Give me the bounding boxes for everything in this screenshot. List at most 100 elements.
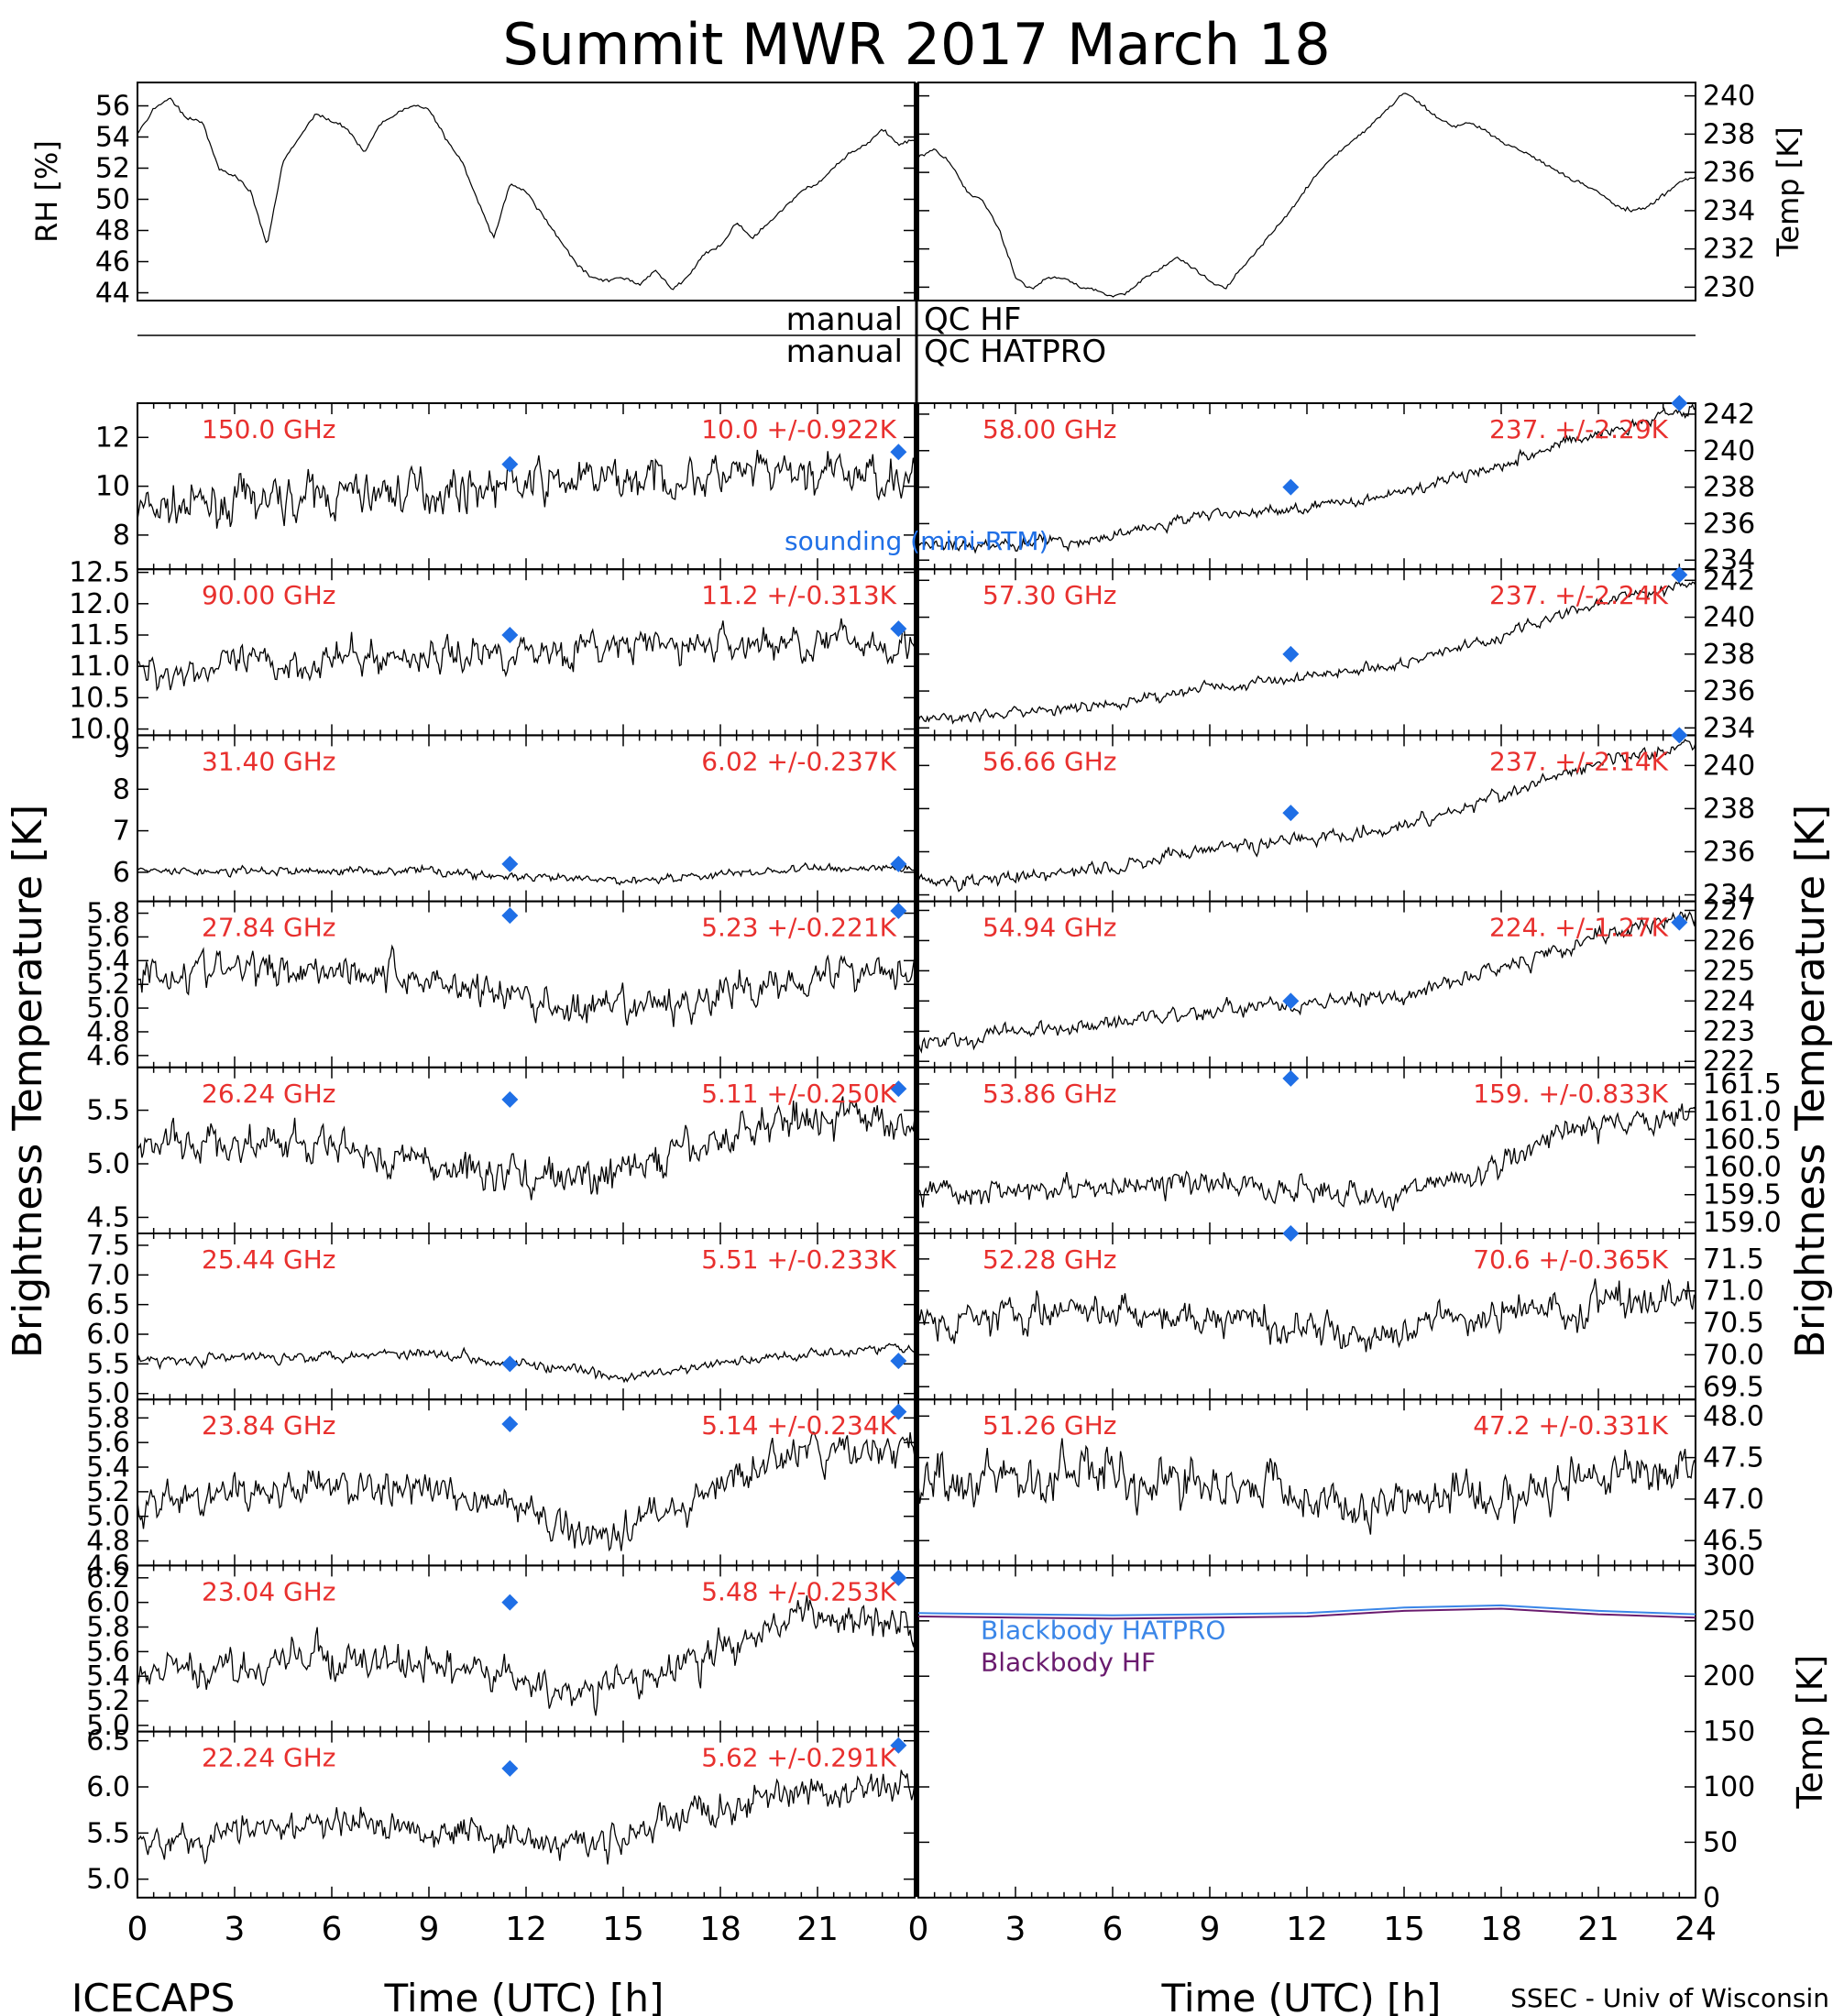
y-tick-label: 47.0 <box>1703 1484 1764 1516</box>
blackbody-hf-line <box>917 1607 1696 1620</box>
channel-right-3-sounding-point <box>1671 727 1688 744</box>
y-tick-label: 5.2 <box>86 969 130 1001</box>
channel-stat-label: 5.62 +/-0.291K <box>701 1743 896 1773</box>
y-tick-label: 250 <box>1703 1605 1755 1638</box>
x-tick-label-left: 15 <box>602 1911 644 1948</box>
qc-left-label-1: manual <box>786 301 903 338</box>
channel-left-8-sounding-point <box>501 1594 519 1611</box>
channel-stat-label: 5.51 +/-0.233K <box>701 1244 896 1275</box>
x-tick-label-right: 9 <box>1200 1911 1221 1948</box>
y-tick-label: 160.5 <box>1703 1123 1782 1156</box>
y-tick-label: 10.5 <box>69 682 130 714</box>
channel-panel-left-7: 4.64.85.05.25.45.65.8 23.84 GHz 5.14 +/-0.… <box>86 1398 916 1582</box>
channel-right-3-sounding-point <box>1282 805 1300 822</box>
channel-left-2-trace <box>137 618 916 692</box>
y-tick-label: 160.0 <box>1703 1152 1782 1184</box>
y-tick-label: 223 <box>1703 1015 1755 1047</box>
blackbody-legend-hf: Blackbody HF <box>981 1647 1156 1677</box>
y-tick-label: 6 <box>113 857 130 889</box>
y-tick-label: 6.2 <box>86 1562 130 1594</box>
y-tick-label: 11.5 <box>69 619 130 652</box>
y-tick-label: 69.5 <box>1703 1371 1764 1403</box>
y-tick-label: 70.0 <box>1703 1339 1764 1371</box>
channel-panel-left-2: 10.010.511.011.512.012.5 90.00 GHz 11.2 +/… <box>69 557 916 746</box>
y-tick-label: 6.0 <box>86 1771 130 1803</box>
y-tick-label: 240 <box>1703 435 1755 467</box>
channel-freq-label: 150.0 GHz <box>202 414 336 444</box>
y-tick-label: 5.4 <box>86 1660 130 1693</box>
temp-panel-ylabel: Temp [K] <box>1771 126 1806 257</box>
channel-panel-right-7: 46.5 47.0 47.5 48.0 51.26 GHz 47.2 +/-0.331K <box>917 1398 1764 1567</box>
channel-left-9-sounding-point <box>890 1737 907 1754</box>
channel-left-3-sounding-point <box>501 855 519 872</box>
channel-freq-label: 25.44 GHz <box>202 1244 336 1275</box>
channel-left-9-trace <box>137 1769 916 1865</box>
channel-right-4-trace <box>917 911 1696 1054</box>
channel-left-5-sounding-point <box>501 1090 519 1108</box>
channel-left-4-sounding-point <box>890 902 907 919</box>
y-tick-label: 5.0 <box>86 1378 130 1410</box>
x-axis: 0 0 3 3 6 6 9 9 12 12 15 15 18 18 21 21 24 <box>127 1911 1717 1948</box>
channel-left-3-sounding-point <box>890 855 907 872</box>
y-tick-label: 5.0 <box>86 1864 130 1896</box>
channel-panel-left-8: 5.05.25.45.65.86.06.2 23.04 GHz 5.48 +/-0.… <box>86 1562 916 1742</box>
channel-freq-label: 52.28 GHz <box>982 1244 1117 1275</box>
x-tick-label-right: 6 <box>1103 1911 1124 1948</box>
y-tick-label: 4.6 <box>86 1040 130 1072</box>
y-tick-label: 5.5 <box>86 1348 130 1380</box>
x-tick-label-left: 0 <box>127 1911 148 1948</box>
y-tick-label: 5.4 <box>86 945 130 977</box>
x-tick-label-right: 3 <box>1005 1911 1026 1948</box>
y-tick-label: 56 <box>95 91 130 123</box>
y-tick-label: 161.5 <box>1703 1068 1782 1101</box>
y-tick-label: 225 <box>1703 955 1755 987</box>
channel-panels: 8 10 12 150.0 GHz 10.0 +/-0.922K 10.010.511.0… <box>69 395 1782 1899</box>
channel-left-6-sounding-point <box>890 1353 907 1370</box>
y-tick-label: 52 <box>95 153 130 185</box>
channel-freq-label: 23.84 GHz <box>202 1410 336 1441</box>
y-tick-label: 48 <box>95 215 130 247</box>
channel-freq-label: 56.66 GHz <box>982 746 1117 776</box>
y-tick-label: 224 <box>1703 985 1755 1017</box>
channel-stat-label: 237. +/-2.29K <box>1489 414 1669 444</box>
x-tick-label-right: 12 <box>1286 1911 1328 1948</box>
channel-left-5-trace <box>137 1096 916 1200</box>
y-tick-label: 240 <box>1703 602 1755 634</box>
channel-panel-right-2: 234 236 238 240 242 57.30 GHz 237. +/-2.24K <box>917 564 1755 744</box>
qc-left-label-2: manual <box>786 334 903 370</box>
channel-left-1-sounding-point <box>890 444 907 461</box>
qc-strip: manual manual QC HF QC HATPRO <box>137 301 1696 370</box>
channel-left-7-trace <box>137 1431 916 1552</box>
channel-left-1-trace <box>137 449 916 529</box>
y-tick-label: 5.8 <box>86 898 130 930</box>
y-tick-label: 46.5 <box>1703 1525 1764 1557</box>
x-tick-label-right: 21 <box>1577 1911 1619 1948</box>
y-tick-label: 5.0 <box>86 1501 130 1533</box>
y-tick-label: 50 <box>95 184 130 216</box>
channel-left-1-sounding-point <box>501 455 519 473</box>
y-tick-label: 6.5 <box>86 1726 130 1758</box>
rh-panel-frame <box>137 82 916 301</box>
temp-panel: 230 232 234 236 238 240 Temp [K] <box>917 81 1806 303</box>
channel-panel-left-4: 4.64.85.05.25.45.65.8 27.84 GHz 5.23 +/-0.… <box>86 898 916 1072</box>
channel-left-7-sounding-point <box>890 1403 907 1420</box>
y-tick-label: 234 <box>1703 712 1755 744</box>
x-axis-label-left: Time (UTC) [h] <box>384 1976 664 2016</box>
channel-stat-label: 237. +/-2.14K <box>1489 746 1669 776</box>
y-tick-label: 5.4 <box>86 1452 130 1484</box>
y-tick-label: 6.0 <box>86 1587 130 1619</box>
channel-left-8-sounding-point <box>890 1569 907 1586</box>
y-tick-label: 159.5 <box>1703 1179 1782 1211</box>
y-tick-label: 161.0 <box>1703 1096 1782 1128</box>
channel-stat-label: 5.48 +/-0.253K <box>701 1576 896 1606</box>
channel-freq-label: 23.04 GHz <box>202 1576 336 1606</box>
blackbody-panel: 0 50 100 150 200 250 300 Blackbody HATPROBlackb… <box>917 1550 1830 1914</box>
y-tick-label: 50 <box>1703 1826 1738 1858</box>
channel-right-2-trace <box>917 581 1696 725</box>
left-y-axis-label: Brightness Temperature [K] <box>5 805 51 1358</box>
y-tick-label: 10 <box>95 471 130 503</box>
y-tick-label: 71.5 <box>1703 1244 1764 1276</box>
channel-left-6-trace <box>137 1342 916 1384</box>
channel-right-1-trace <box>917 403 1696 554</box>
